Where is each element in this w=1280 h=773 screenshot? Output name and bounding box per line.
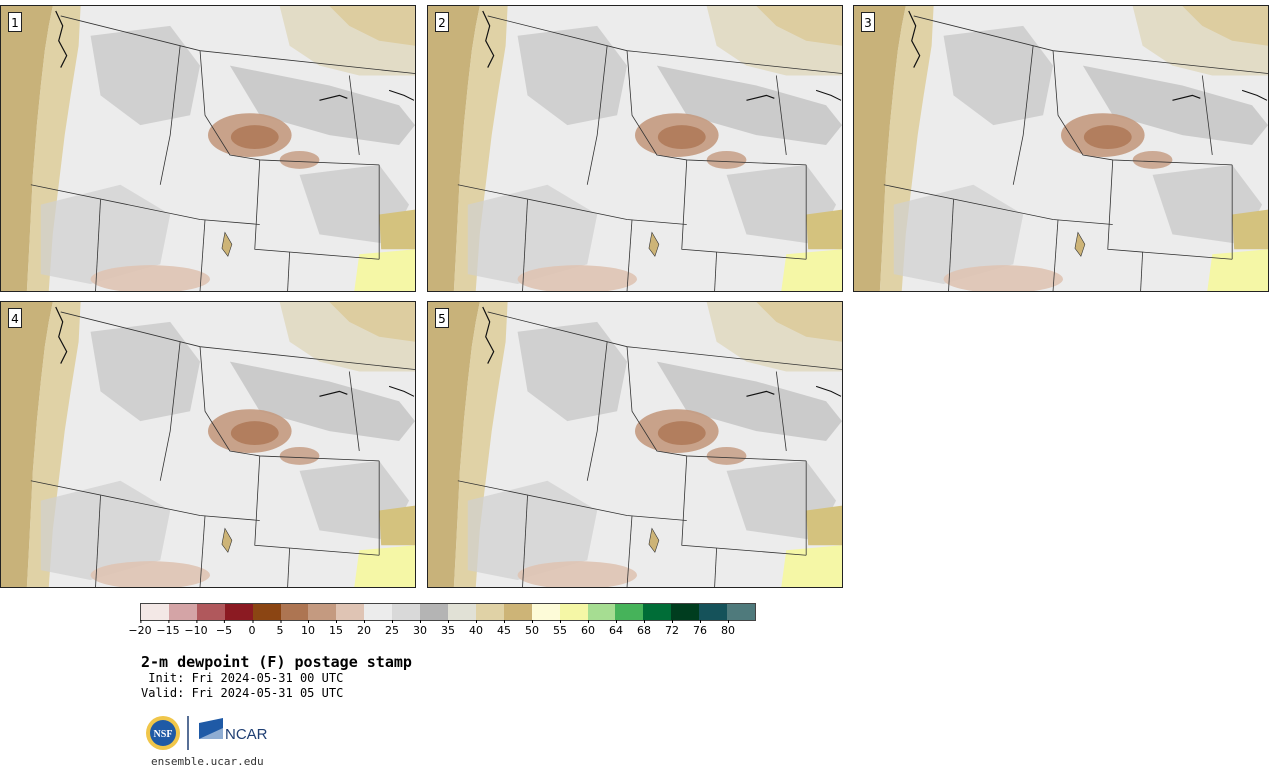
colorbar-swatch bbox=[392, 604, 421, 620]
colorbar bbox=[140, 603, 756, 621]
colorbar-tick-label: 35 bbox=[441, 620, 455, 637]
dewpoint-map bbox=[1, 6, 415, 291]
panel-label: 3 bbox=[861, 12, 875, 32]
colorbar-swatch bbox=[699, 604, 728, 620]
colorbar-ticks: −20 −15 −10 −5 0 5 10 15 20 25 30 35 40 45 50 55 60 64 68 7… bbox=[128, 620, 756, 638]
colorbar-swatch bbox=[447, 604, 476, 620]
colorbar-tick-label: 5 bbox=[276, 620, 284, 637]
ncar-logo-icon: NCAR bbox=[199, 718, 268, 743]
site-url: ensemble.ucar.edu bbox=[151, 755, 264, 768]
colorbar-swatch bbox=[615, 604, 644, 620]
colorbar-swatch bbox=[420, 604, 448, 620]
colorbar-swatch bbox=[531, 604, 560, 620]
nsf-logo-text: NSF bbox=[154, 729, 173, 740]
colorbar-swatch bbox=[559, 604, 588, 620]
map-panel-3: 3 bbox=[853, 5, 1269, 292]
colorbar-tick-label: 40 bbox=[469, 620, 483, 637]
colorbar-tick-label: 80 bbox=[721, 620, 735, 637]
colorbar-tick-label: 30 bbox=[413, 620, 427, 637]
logos: NSF NCAR bbox=[145, 714, 285, 752]
colorbar-swatch bbox=[308, 604, 337, 620]
dewpoint-map bbox=[428, 302, 842, 587]
map-panel-1: 1 bbox=[0, 5, 416, 292]
dewpoint-map bbox=[428, 6, 842, 291]
colorbar-swatch bbox=[727, 604, 755, 620]
colorbar-tick-label: 60 bbox=[581, 620, 595, 637]
colorbar-tick-label: 50 bbox=[525, 620, 539, 637]
colorbar-tick-label: −10 bbox=[184, 620, 208, 637]
colorbar-tick-label: 10 bbox=[301, 620, 315, 637]
colorbar-swatch bbox=[196, 604, 225, 620]
colorbar-tick-label: 55 bbox=[553, 620, 567, 637]
plot-title: 2-m dewpoint (F) postage stamp bbox=[141, 653, 412, 671]
colorbar-swatch bbox=[280, 604, 309, 620]
panel-label: 5 bbox=[435, 308, 449, 328]
map-panel-5: 5 bbox=[427, 301, 843, 588]
colorbar-swatch bbox=[503, 604, 532, 620]
dewpoint-map bbox=[1, 302, 415, 587]
colorbar-tick-label: 15 bbox=[329, 620, 343, 637]
colorbar-tick-label: 64 bbox=[609, 620, 623, 637]
colorbar-tick-label: 76 bbox=[693, 620, 707, 637]
nsf-logo-icon: NSF bbox=[146, 716, 180, 750]
colorbar-swatch bbox=[671, 604, 700, 620]
colorbar-swatch bbox=[224, 604, 253, 620]
colorbar-tick-label: 25 bbox=[385, 620, 399, 637]
colorbar-tick-label: −5 bbox=[215, 620, 233, 637]
dewpoint-map bbox=[854, 6, 1268, 291]
colorbar-tick-label: 45 bbox=[497, 620, 511, 637]
colorbar-tick-label: 0 bbox=[248, 620, 256, 637]
panel-label: 1 bbox=[8, 12, 22, 32]
ncar-logo-text: NCAR bbox=[225, 726, 268, 743]
valid-time: Valid: Fri 2024-05-31 05 UTC bbox=[141, 686, 344, 700]
colorbar-swatch bbox=[587, 604, 616, 620]
map-panel-2: 2 bbox=[427, 5, 843, 292]
init-time: Init: Fri 2024-05-31 00 UTC bbox=[141, 671, 344, 685]
colorbar-tick-label: 72 bbox=[665, 620, 679, 637]
colorbar-swatch bbox=[475, 604, 504, 620]
colorbar-tick-label: −15 bbox=[156, 620, 180, 637]
colorbar-swatch bbox=[364, 604, 393, 620]
colorbar-swatch bbox=[168, 604, 197, 620]
colorbar-tick-label: 68 bbox=[637, 620, 651, 637]
colorbar-swatch bbox=[336, 604, 365, 620]
panel-label: 4 bbox=[8, 308, 22, 328]
map-panel-4: 4 bbox=[0, 301, 416, 588]
colorbar-swatch bbox=[643, 604, 672, 620]
panel-label: 2 bbox=[435, 12, 449, 32]
colorbar-tick-label: 20 bbox=[357, 620, 371, 637]
colorbar-tick-label: −20 bbox=[128, 620, 152, 637]
colorbar-swatch bbox=[252, 604, 281, 620]
colorbar-swatch bbox=[141, 604, 169, 620]
